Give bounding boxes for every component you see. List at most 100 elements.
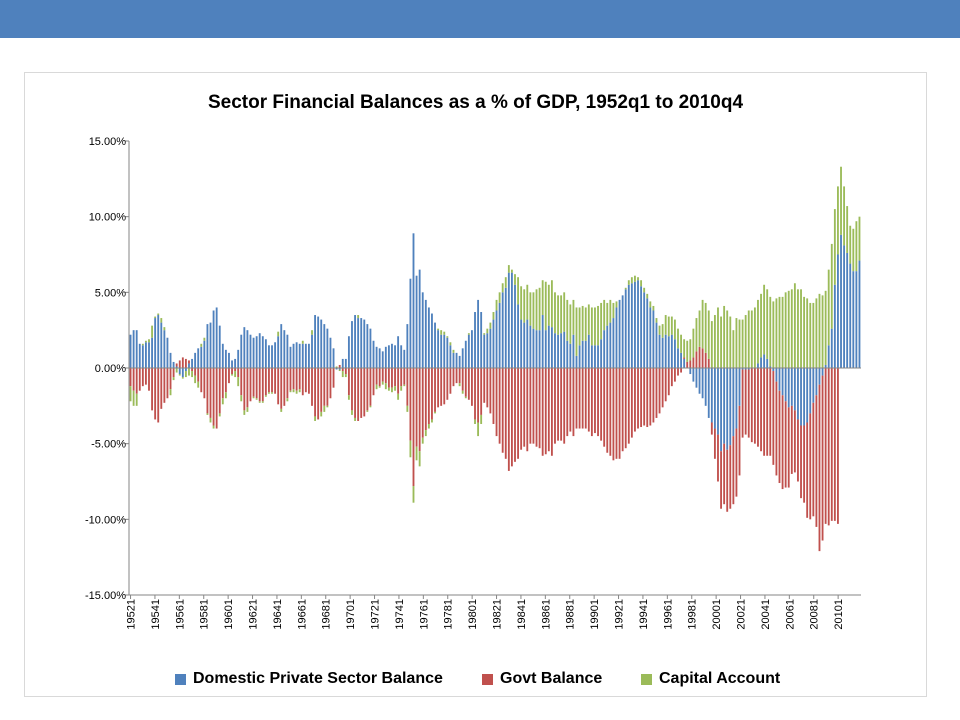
y-tick-label: -10.00% <box>85 514 126 526</box>
bar-capital <box>397 393 400 400</box>
bar-capital <box>572 299 575 335</box>
bar-govt <box>301 368 304 396</box>
bar-govt <box>452 368 455 387</box>
bar-capital <box>698 310 701 347</box>
bar-capital <box>686 340 689 362</box>
bar-capital <box>415 446 418 461</box>
bar-govt <box>634 368 636 432</box>
chart-title: Sector Financial Balances as a % of GDP,… <box>207 92 744 113</box>
x-tick-label: 19541 <box>150 599 162 630</box>
bar-private <box>707 368 710 418</box>
bar-govt <box>148 368 150 391</box>
bar-private <box>141 345 144 368</box>
bar-private <box>852 271 855 368</box>
bar-private <box>532 328 535 368</box>
bar-capital <box>627 280 630 285</box>
bar-capital <box>495 299 498 311</box>
bar-capital <box>188 368 190 376</box>
bar-private <box>501 292 504 368</box>
bar-private <box>837 254 839 368</box>
bar-capital <box>477 422 480 437</box>
bar-capital <box>566 299 569 341</box>
x-tick-label: 19761 <box>418 599 430 630</box>
bar-private <box>630 283 633 368</box>
bar-private <box>710 368 713 423</box>
bar-capital <box>550 280 553 328</box>
bar-private <box>821 368 824 376</box>
bar-capital <box>409 440 412 458</box>
bar-capital <box>243 410 246 415</box>
bar-govt <box>837 368 839 524</box>
bar-govt <box>510 368 513 467</box>
bar-private <box>778 368 781 391</box>
bar-govt <box>830 368 833 521</box>
bar-govt <box>532 368 535 444</box>
bar-private <box>194 352 197 368</box>
bar-govt <box>787 407 790 488</box>
bar-private <box>360 318 363 368</box>
y-tick-label: -5.00% <box>91 439 126 451</box>
bar-govt <box>504 368 507 459</box>
bar-capital <box>154 316 157 319</box>
bar-capital <box>846 206 849 253</box>
x-tick-label: 20001 <box>711 599 723 630</box>
bar-capital <box>547 284 550 326</box>
x-tick-label: 19621 <box>248 599 260 630</box>
bar-govt <box>329 368 332 399</box>
bar-govt <box>458 368 461 384</box>
bar-govt <box>252 368 255 397</box>
bar-capital <box>464 396 467 399</box>
bar-capital <box>264 395 267 397</box>
bar-govt <box>646 368 649 428</box>
bar-capital <box>514 274 516 285</box>
bar-private <box>587 334 590 368</box>
bar-capital <box>713 315 716 368</box>
bar-capital <box>157 313 160 316</box>
bar-private <box>554 333 556 368</box>
bar-private <box>412 233 415 368</box>
bar-capital <box>129 386 132 402</box>
bar-private <box>295 342 298 368</box>
bar-govt <box>354 368 356 418</box>
bar-govt <box>224 368 227 393</box>
bar-private <box>172 361 175 368</box>
bar-govt <box>627 368 630 444</box>
bar-private <box>547 325 550 368</box>
bar-capital <box>535 289 538 331</box>
bar-private <box>308 343 310 368</box>
bar-private <box>354 315 356 368</box>
bar-capital <box>615 301 618 308</box>
bar-capital <box>141 343 144 346</box>
bar-capital <box>809 302 812 368</box>
bar-capital <box>532 292 535 329</box>
bar-private <box>181 368 184 378</box>
bar-capital <box>431 419 433 423</box>
bar-private <box>849 263 852 368</box>
bar-capital <box>246 407 249 412</box>
bar-capital <box>843 186 846 246</box>
bar-govt <box>674 368 676 382</box>
bar-private <box>427 307 430 368</box>
bar-capital <box>237 377 240 387</box>
bar-capital <box>594 307 596 346</box>
bar-govt <box>403 368 406 385</box>
bar-govt <box>732 436 735 505</box>
bar-govt <box>630 368 633 438</box>
bar-capital <box>234 371 237 378</box>
bar-govt <box>178 360 181 368</box>
bar-private <box>510 272 513 368</box>
bar-capital <box>658 325 661 335</box>
bar-govt <box>686 361 689 368</box>
bar-private <box>434 322 436 368</box>
bar-govt <box>578 368 581 429</box>
bar-private <box>188 363 190 368</box>
bar-govt <box>231 368 233 375</box>
bar-capital <box>744 315 747 368</box>
bar-govt <box>360 368 363 418</box>
x-tick-label: 19561 <box>174 599 186 630</box>
x-tick-label: 19861 <box>540 599 552 630</box>
bar-private <box>723 368 726 444</box>
x-tick-label: 19801 <box>467 599 479 630</box>
bar-govt <box>529 368 532 444</box>
bar-govt <box>372 368 375 396</box>
